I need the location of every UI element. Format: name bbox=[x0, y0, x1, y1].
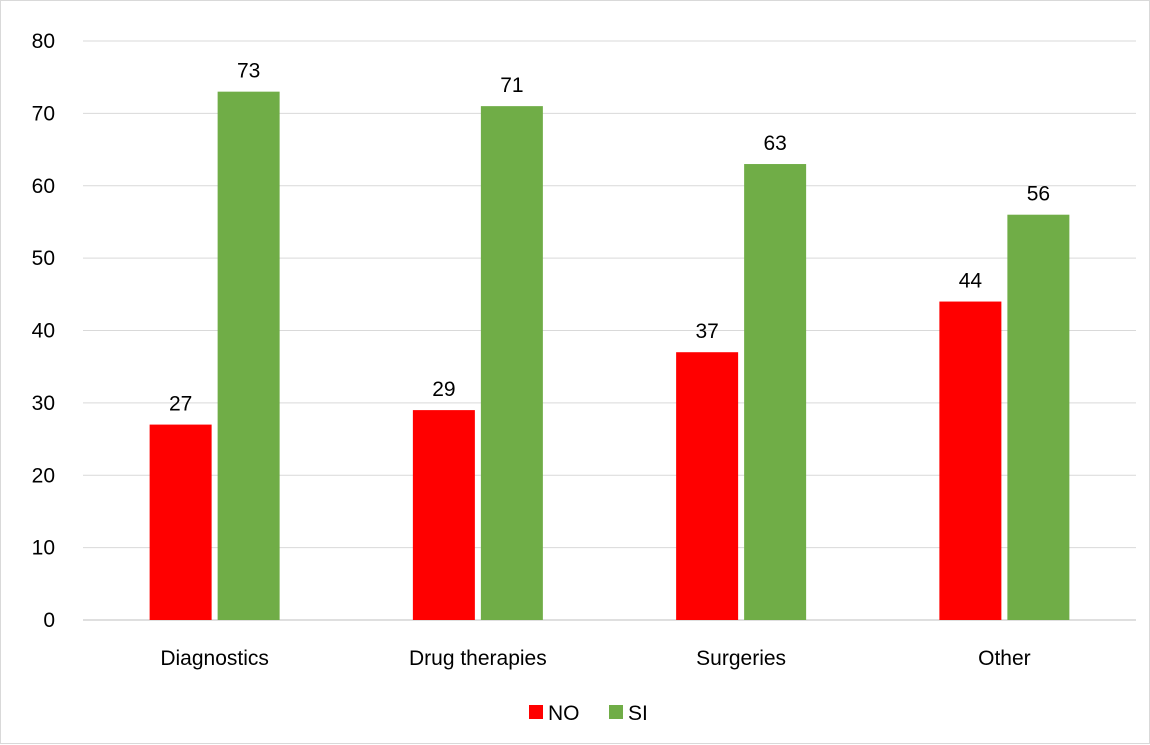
bar-no-surgeries bbox=[676, 352, 739, 620]
x-category-label: Diagnostics bbox=[160, 647, 269, 670]
bar-si-other bbox=[1007, 214, 1070, 620]
x-category-label: Drug therapies bbox=[409, 647, 547, 670]
bars bbox=[149, 91, 1070, 621]
bar-si-diagnostics bbox=[217, 91, 280, 621]
data-label: 37 bbox=[695, 320, 718, 343]
bar-si-surgeries bbox=[744, 164, 807, 620]
bar-si-drug-therapies bbox=[480, 106, 543, 620]
y-tick-label: 20 bbox=[32, 464, 55, 487]
x-category-label: Surgeries bbox=[696, 647, 786, 670]
data-label: 71 bbox=[500, 74, 523, 97]
legend-label-no: NO bbox=[548, 702, 580, 725]
data-label: 44 bbox=[959, 270, 983, 293]
y-tick-label: 40 bbox=[32, 320, 55, 343]
data-label: 73 bbox=[237, 60, 260, 83]
data-labels: 27 73 29 71 37 63 44 56 bbox=[169, 60, 1050, 416]
y-tick-label: 0 bbox=[43, 609, 55, 632]
bar-no-other bbox=[939, 301, 1002, 620]
y-tick-label: 50 bbox=[32, 247, 55, 270]
legend: NO SI bbox=[529, 702, 648, 725]
legend-swatch-si bbox=[609, 705, 623, 719]
y-tick-label: 30 bbox=[32, 392, 55, 415]
y-tick-label: 10 bbox=[32, 537, 55, 560]
legend-swatch-no bbox=[529, 705, 543, 719]
y-axis-ticks: 0 10 20 30 40 50 60 70 80 bbox=[32, 30, 55, 632]
x-category-label: Other bbox=[978, 647, 1031, 670]
data-label: 29 bbox=[432, 378, 455, 401]
bar-no-drug-therapies bbox=[412, 410, 475, 620]
data-label: 63 bbox=[763, 132, 786, 155]
bar-no-diagnostics bbox=[149, 424, 212, 620]
x-axis-categories: Diagnostics Drug therapies Surgeries Other bbox=[160, 647, 1030, 670]
y-tick-label: 60 bbox=[32, 175, 55, 198]
y-tick-label: 80 bbox=[32, 30, 55, 53]
y-tick-label: 70 bbox=[32, 102, 55, 125]
data-label: 27 bbox=[169, 393, 192, 416]
data-label: 56 bbox=[1027, 183, 1050, 206]
legend-label-si: SI bbox=[628, 702, 648, 725]
